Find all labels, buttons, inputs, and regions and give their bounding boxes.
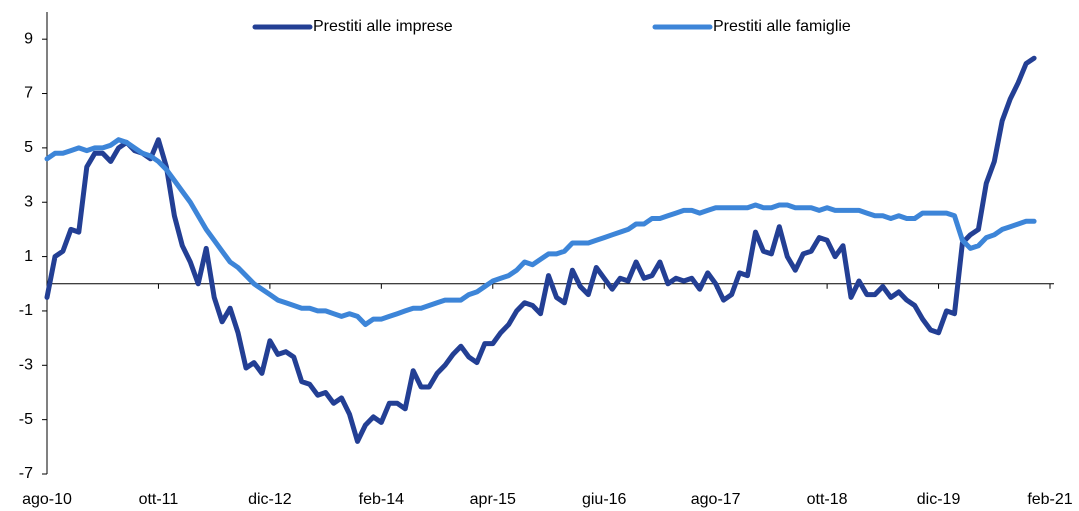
y-tick-label: 3 <box>24 193 33 210</box>
x-tick-label: ott-11 <box>139 491 179 508</box>
x-tick-label: feb-21 <box>1027 491 1072 508</box>
x-tick-label: ago-17 <box>691 491 741 508</box>
x-tick-label: feb-14 <box>359 491 404 508</box>
y-tick-label: -7 <box>19 465 33 482</box>
y-tick-label: 7 <box>24 85 33 102</box>
y-tick-label: 1 <box>24 248 33 265</box>
y-tick-label: -3 <box>19 357 33 374</box>
y-tick-label: 9 <box>24 30 33 47</box>
x-tick-label: dic-19 <box>917 491 961 508</box>
x-tick-label: apr-15 <box>470 491 516 508</box>
y-tick-label: 5 <box>24 139 33 156</box>
y-tick-label: -5 <box>19 411 33 428</box>
legend-label: Prestiti alle famiglie <box>713 18 851 35</box>
series-line <box>44 137 1037 327</box>
x-tick-label: ago-10 <box>22 491 72 508</box>
x-tick-label: ott-18 <box>807 491 848 508</box>
x-tick-label: giu-16 <box>582 491 627 508</box>
x-tick-label: dic-12 <box>248 491 292 508</box>
legend-label: Prestiti alle imprese <box>313 18 453 35</box>
y-tick-label: -1 <box>19 302 33 319</box>
series-line <box>44 55 1037 444</box>
